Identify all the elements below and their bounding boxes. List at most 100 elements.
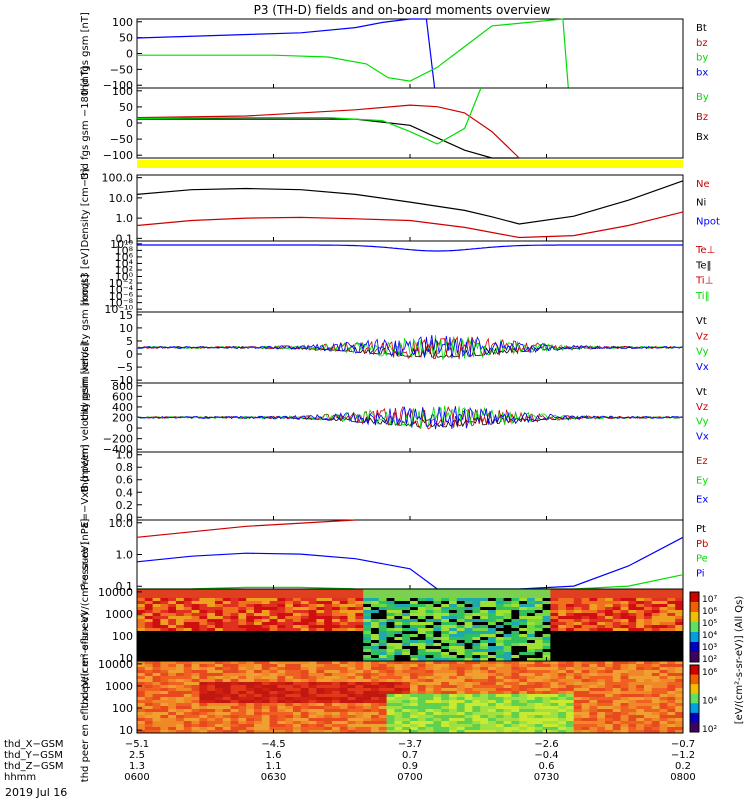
x-tick-label: −1.2 <box>671 750 695 761</box>
y-ticks-8: 10.0 1.0 0.1 <box>109 517 142 593</box>
y-tick-label: −100 <box>103 79 133 92</box>
x-row-label: thd_Y−GSM <box>4 750 63 761</box>
x-tick-label: 1.6 <box>266 750 282 761</box>
y-tick-label: 10.0 <box>109 517 134 530</box>
y-tick-label: 10⁻² <box>109 277 133 290</box>
y-tick-label: −200 <box>103 433 133 446</box>
status-strip <box>137 160 683 168</box>
x-tick-label: 1.3 <box>129 761 145 772</box>
y-tick-label: 10⁶ <box>115 251 134 264</box>
colorbar-tick-label: 10⁶ <box>702 607 717 617</box>
colorbar-tick-label: 10⁶ <box>702 668 717 678</box>
x-row-label: hhmm <box>4 772 36 783</box>
y-axis-label: thd peem velocity gsm [km/s] <box>80 342 91 492</box>
y-tick-label: 10.0 <box>109 192 134 205</box>
x-tick-label: 0.9 <box>402 761 418 772</box>
series-vy-line <box>136 335 684 360</box>
y-tick-label: 10⁰ <box>115 271 134 284</box>
legend-ni: Ni <box>696 198 706 209</box>
legend-vy: Vy <box>696 347 709 358</box>
legend-by: By <box>696 92 709 103</box>
series-vy-line <box>136 405 684 430</box>
legend-bt: Bt <box>696 23 707 34</box>
x-tick-label: 0730 <box>534 772 559 783</box>
y-tick-label: −50 <box>110 63 133 76</box>
x-tick-label: −5.1 <box>125 739 149 750</box>
y-axis-label: thd peir en eflux eV/(cm²-s-sr-eV) <box>80 541 91 708</box>
series-by-line <box>136 87 482 145</box>
x-tick-label: −0.7 <box>671 739 695 750</box>
legend-pi: Pi <box>696 568 705 579</box>
legend-by: by <box>696 53 708 64</box>
y-tick-label: −50 <box>110 133 133 146</box>
y-tick-label: 200 <box>112 412 133 425</box>
y-tick-label: 0.6 <box>116 474 134 487</box>
x-tick-label: 1.1 <box>266 761 282 772</box>
y-tick-label: 0.2 <box>116 499 134 512</box>
y-tick-label: 0 <box>126 348 133 361</box>
colorbar-tick-label: 10² <box>702 725 717 735</box>
y-tick-label: 10¹⁰ <box>110 238 133 251</box>
y-tick-label: 1.0 <box>116 449 134 462</box>
legend-vt: Vt <box>696 316 707 327</box>
x-tick-label: 0630 <box>261 772 286 783</box>
y-axis-label: E=−VxB [mV/m] <box>80 444 91 527</box>
colorbar-tick-label: 10⁷ <box>702 595 717 605</box>
y-tick-label: 10000 <box>98 586 133 599</box>
legend-vx: Vx <box>696 362 709 373</box>
y-tick-label: 10² <box>115 264 133 277</box>
series-vx-line <box>136 335 683 359</box>
y-ticks-7: 1.00.80.60.40.20.0 <box>116 449 142 524</box>
y-tick-label: −10 <box>110 374 133 387</box>
series-bx-line <box>136 18 436 89</box>
legend-vx: Vx <box>696 431 709 442</box>
series-bz-line <box>136 104 520 159</box>
panel-frame-4 <box>136 240 684 313</box>
x-tick-label: 0600 <box>124 772 149 783</box>
y-tick-label: 10000 <box>98 658 133 671</box>
y-tick-label: 10⁻⁴ <box>109 284 134 297</box>
legend-vz: Vz <box>696 402 708 413</box>
legend-vz: Vz <box>696 331 708 342</box>
y-axis-label: thd fgs gsm [nT] <box>80 12 91 95</box>
colorbar-label: [eV/(cm²-s-sr-eV)] (All Qs) <box>734 596 745 725</box>
legend-pe: Pe <box>696 554 708 565</box>
y-tick-label: 600 <box>112 390 133 403</box>
panel-frame-1 <box>136 18 684 89</box>
y-tick-label: 400 <box>112 401 133 414</box>
y-tick-label: 100 <box>112 85 133 98</box>
legend-npot: Npot <box>696 216 720 227</box>
colorbar-tick-label: 10³ <box>702 643 717 653</box>
legend-ne: Ne <box>696 179 710 190</box>
x-tick-label: −0.4 <box>534 750 558 761</box>
colorbar-1: 10⁷ 10⁶ 10⁵ 10⁴ 10³ 10² <box>689 591 717 665</box>
legend-vt: Vt <box>696 387 707 398</box>
panel-frame-7 <box>136 451 684 521</box>
x-tick-label: 0.2 <box>675 761 691 772</box>
x-tick-label: −2.6 <box>534 739 558 750</box>
series-by-line <box>137 18 569 89</box>
y-tick-label: 0.8 <box>116 461 134 474</box>
y-ticks-3: 100.0 10.0 1.0 0.1 <box>102 172 142 245</box>
y-tick-label: 1000 <box>105 680 133 693</box>
series-bx-line <box>137 118 520 159</box>
legend-bz: bz <box>696 38 708 49</box>
y-ticks-9: 10000 1000 100 10 <box>98 586 142 665</box>
y-tick-label: 10 <box>119 652 133 665</box>
y-tick-label: 10 <box>119 322 133 335</box>
legend-vy: Vy <box>696 417 709 428</box>
y-tick-label: 50 <box>119 32 133 45</box>
series-temperature-line <box>137 244 683 252</box>
series-pi-line <box>136 536 684 590</box>
y-tick-label: 0.1 <box>116 232 134 245</box>
spectrogram-2 <box>137 661 684 734</box>
date-label: 2019 Jul 16 <box>5 786 67 799</box>
y-tick-label: 100 <box>112 630 133 643</box>
x-tick-label: 0800 <box>670 772 695 783</box>
y-tick-label: 10⁻⁸ <box>109 297 134 310</box>
y-ticks-2: 100 50 0 −50 −100 <box>103 85 142 162</box>
colorbar-tick-label: 10⁵ <box>702 619 717 629</box>
